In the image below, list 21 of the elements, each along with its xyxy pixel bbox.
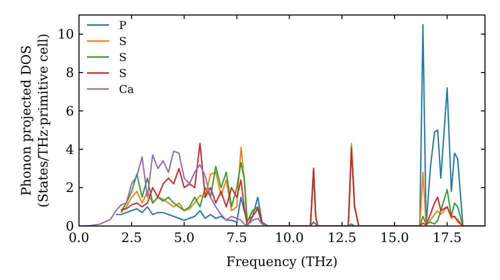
- x-tick-label: 10.0: [274, 231, 304, 246]
- x-tick-label: 17.5: [432, 231, 462, 246]
- y-tick-label: 2: [66, 181, 74, 196]
- x-tick-label: 0.0: [68, 231, 90, 246]
- y-axis-title: Phonon projected DOS (States/THz·primitive cell): [20, 33, 52, 208]
- x-tick-label: 15.0: [380, 231, 410, 246]
- legend-label: S: [119, 51, 127, 64]
- y-tick-label: 6: [66, 104, 74, 120]
- x-tick-label: 5.0: [174, 231, 195, 246]
- legend-label: P: [119, 19, 127, 32]
- line-series: [79, 150, 269, 226]
- legend-label: Ca: [119, 83, 134, 96]
- y-tick-label: 8: [66, 66, 74, 82]
- legend-label: S: [119, 67, 127, 80]
- y-tick-label: 10: [57, 28, 74, 43]
- legend-label: S: [119, 35, 127, 48]
- x-tick-label: 12.5: [327, 231, 356, 246]
- y-tick-label: 4: [66, 142, 74, 158]
- x-axis-title: Frequency (THz): [226, 255, 338, 270]
- x-tick-label: 7.5: [226, 231, 248, 246]
- x-tick-label: 2.5: [121, 231, 142, 246]
